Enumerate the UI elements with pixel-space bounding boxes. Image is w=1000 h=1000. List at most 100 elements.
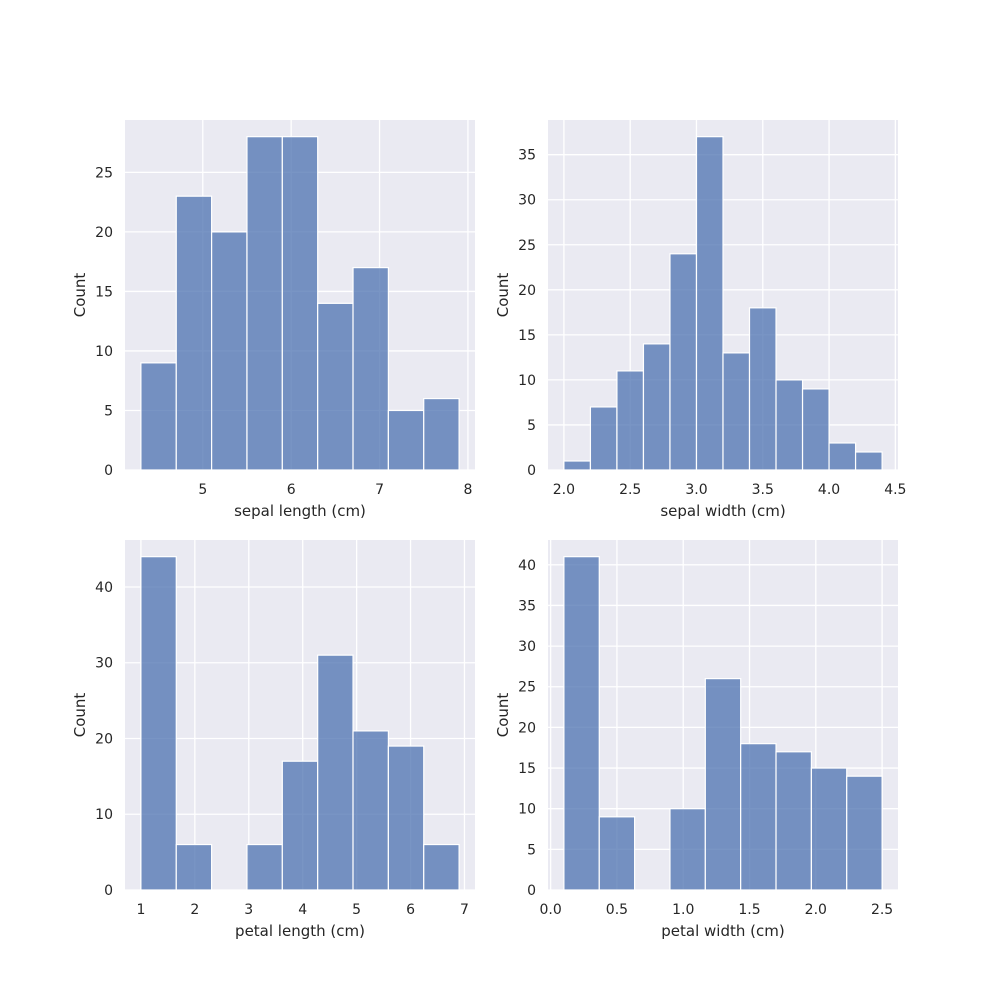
x-tick-label: 2.5 [871, 902, 893, 918]
y-tick-label: 25 [518, 238, 536, 254]
y-axis-label: Count [494, 693, 512, 738]
y-tick-label: 10 [95, 344, 113, 360]
histogram-bar [740, 743, 777, 891]
histogram-bar [563, 460, 592, 471]
y-axis-label: Count [71, 693, 89, 738]
x-tick-label: 4.0 [818, 482, 840, 498]
histogram-bar [563, 556, 600, 891]
histogram-bar [246, 843, 283, 891]
histogram-bar [589, 406, 618, 471]
y-tick-label: 30 [95, 656, 113, 672]
x-tick-label: 3.5 [752, 482, 774, 498]
histogram-bar [387, 409, 425, 471]
y-tick-label: 0 [527, 463, 536, 479]
histogram-bar [423, 843, 460, 891]
x-tick-label: 6 [287, 482, 296, 498]
x-tick-label: 0.0 [540, 902, 562, 918]
histogram-bar [246, 136, 283, 471]
x-tick-label: 7 [375, 482, 384, 498]
histogram-bar [810, 767, 848, 891]
y-tick-label: 10 [518, 802, 536, 818]
x-tick-label: 2 [190, 902, 199, 918]
x-tick-label: 8 [463, 482, 472, 498]
y-tick-label: 25 [518, 680, 536, 696]
histogram-bar [140, 362, 177, 471]
x-tick-label: 1.5 [738, 902, 760, 918]
x-tick-label: 4 [298, 902, 307, 918]
y-axis-label: Count [71, 273, 89, 318]
y-tick-label: 0 [104, 463, 113, 479]
y-tick-label: 40 [518, 558, 536, 574]
histogram-panel-3: 1 2 3 4 5 6 7 0 10 20 30 40 petal length (cm) Count [71, 540, 475, 940]
histogram-bar [175, 195, 213, 471]
x-tick-label: 2.5 [619, 482, 641, 498]
y-tick-label: 10 [518, 373, 536, 389]
histogram-bar [669, 253, 698, 471]
histogram-bar [387, 745, 425, 891]
x-tick-label: 6 [406, 902, 415, 918]
histogram-bar [846, 775, 883, 891]
y-tick-label: 0 [527, 883, 536, 899]
histogram-bar [211, 231, 248, 471]
histogram-bar [423, 397, 460, 471]
x-tick-label: 1.0 [672, 902, 694, 918]
x-tick-label: 4.5 [884, 482, 906, 498]
x-tick-label: 2.0 [805, 902, 827, 918]
y-tick-label: 20 [518, 720, 536, 736]
x-tick-label: 5 [352, 902, 361, 918]
histogram-bar [317, 302, 354, 471]
histogram-bar [775, 379, 804, 471]
histogram-bar [801, 388, 830, 471]
y-tick-label: 5 [527, 418, 536, 434]
y-tick-label: 20 [95, 225, 113, 241]
y-tick-label: 15 [518, 761, 536, 777]
histogram-bar [616, 370, 645, 471]
histogram-bar [775, 751, 812, 891]
x-tick-label: 7 [460, 902, 469, 918]
x-tick-label: 0.5 [606, 902, 628, 918]
histogram-bar [175, 843, 213, 891]
x-tick-label: 3 [244, 902, 253, 918]
y-tick-label: 15 [95, 284, 113, 300]
x-axis-label: sepal width (cm) [660, 502, 785, 520]
histogram-bar [854, 451, 883, 471]
histogram-bar [704, 678, 742, 891]
x-tick-label: 5 [198, 482, 207, 498]
y-tick-label: 40 [95, 580, 113, 596]
histogram-bar [695, 136, 724, 471]
y-tick-label: 25 [95, 165, 113, 181]
histogram-bar [140, 556, 177, 891]
x-tick-label: 1 [136, 902, 145, 918]
x-tick-label: 2.0 [553, 482, 575, 498]
histogram-bar [748, 307, 777, 471]
histogram-bar [352, 267, 389, 471]
histogram-bar [281, 760, 319, 891]
y-tick-label: 5 [104, 403, 113, 419]
x-tick-label: 3.0 [685, 482, 707, 498]
y-tick-label: 35 [518, 598, 536, 614]
y-tick-label: 30 [518, 639, 536, 655]
histogram-bar [317, 654, 354, 891]
y-tick-label: 0 [104, 883, 113, 899]
histogram-bar [281, 136, 319, 471]
x-axis-label: petal length (cm) [235, 922, 365, 940]
histogram-bar [722, 352, 751, 471]
y-tick-label: 30 [518, 193, 536, 209]
histogram-panel-2: 2.0 2.5 3.0 3.5 4.0 4.5 0 5 10 15 20 25 30 35 sepal wi… [494, 120, 906, 520]
y-tick-label: 15 [518, 328, 536, 344]
histogram-panel-1: 5 6 7 8 0 5 10 15 20 25 sepal length (cm) Count [71, 120, 475, 520]
histogram-bar [598, 816, 636, 891]
x-axis-label: petal width (cm) [661, 922, 784, 940]
y-tick-label: 35 [518, 148, 536, 164]
y-tick-label: 5 [527, 842, 536, 858]
y-tick-label: 10 [95, 807, 113, 823]
histogram-bar [669, 808, 706, 891]
histogram-bar [642, 343, 671, 471]
histogram-bar [352, 730, 389, 891]
histogram-panel-4: 0.0 0.5 1.0 1.5 2.0 2.5 0 5 10 15 20 25 30 35 40 petal … [494, 540, 898, 940]
y-axis-label: Count [494, 273, 512, 318]
y-tick-label: 20 [518, 283, 536, 299]
histogram-bar [828, 442, 857, 471]
y-tick-label: 20 [95, 731, 113, 747]
